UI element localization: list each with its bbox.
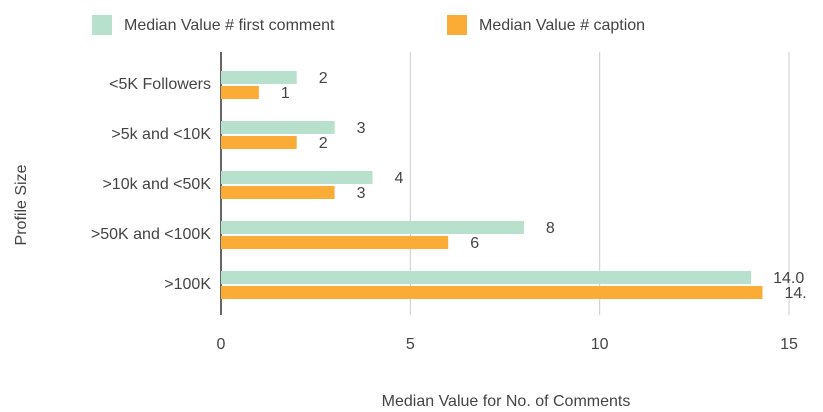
legend-label: Median Value # first comment: [124, 17, 335, 34]
bar: [221, 271, 752, 284]
x-tick-label: 5: [406, 336, 415, 353]
x-tick-label: 0: [217, 336, 226, 353]
x-axis-title: Median Value for No. of Comments: [382, 393, 631, 410]
bar: [221, 71, 297, 84]
bar: [221, 286, 763, 299]
value-label: 8: [546, 220, 555, 237]
value-label: 4: [394, 170, 403, 187]
x-tick-label: 10: [591, 336, 609, 353]
bar: [221, 86, 259, 99]
x-tick-label: 15: [780, 336, 798, 353]
y-tick-label: >10k and <50K: [102, 176, 211, 193]
y-tick-label: >5k and <10K: [111, 126, 211, 143]
bar: [221, 171, 373, 184]
value-label: 14.0: [773, 270, 804, 287]
value-label: 3: [357, 185, 366, 202]
bar: [221, 136, 297, 149]
value-label: 2: [319, 135, 328, 152]
y-tick-label: >50K and <100K: [91, 226, 211, 243]
legend-swatch: [447, 15, 467, 35]
y-tick-label: <5K Followers: [109, 76, 211, 93]
bar: [221, 121, 335, 134]
value-label: 14.: [784, 285, 806, 302]
value-label: 3: [357, 120, 366, 137]
legend-label: Median Value # caption: [479, 17, 645, 34]
y-tick-label: >100K: [164, 276, 211, 293]
bar: [221, 221, 524, 234]
legend-swatch: [92, 15, 112, 35]
y-axis-title: Profile Size: [13, 164, 30, 245]
value-label: 2: [319, 70, 328, 87]
value-label: 6: [470, 235, 479, 252]
bar: [221, 236, 449, 249]
bar: [221, 186, 335, 199]
value-label: 1: [281, 85, 290, 102]
